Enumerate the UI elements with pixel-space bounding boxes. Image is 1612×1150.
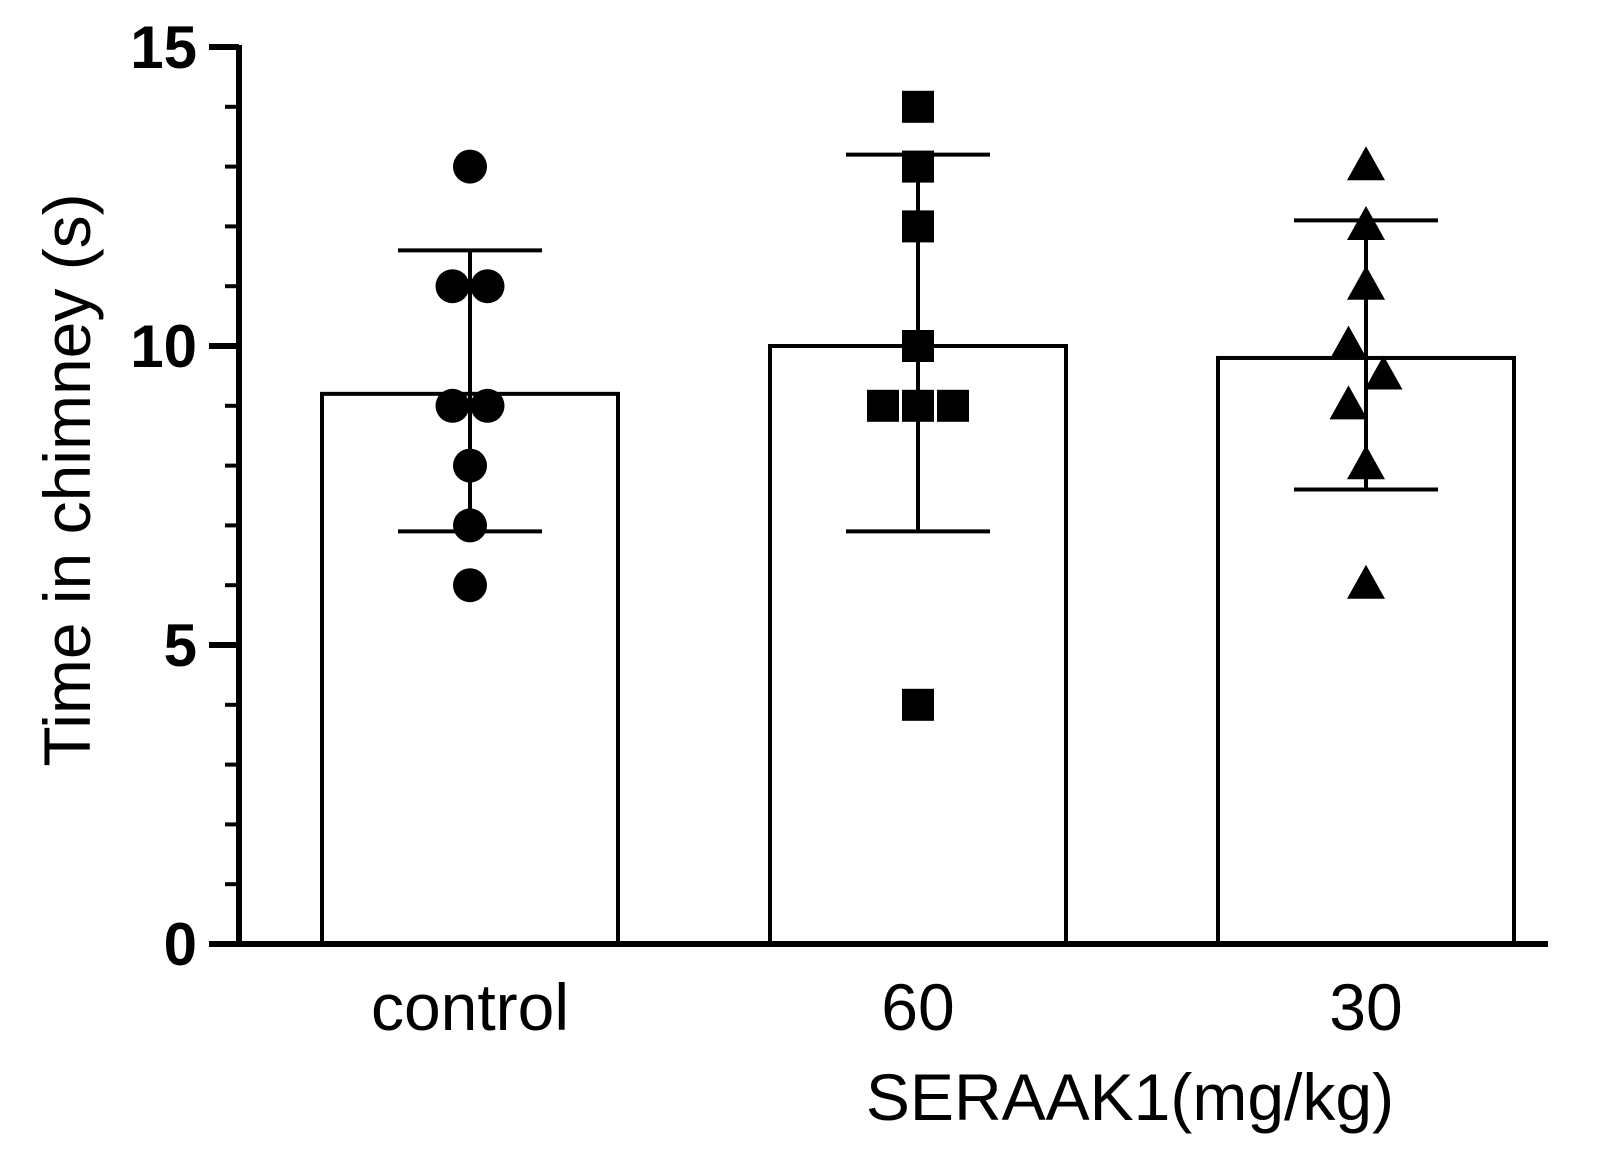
data-point-control-0 — [453, 149, 487, 184]
data-point-control-5 — [453, 448, 487, 483]
y-axis-title: Time in chimney (s) — [30, 193, 104, 766]
data-point-60-1 — [902, 150, 934, 183]
x-axis-title: SERAAK1(mg/kg) — [866, 1060, 1394, 1134]
data-point-30-7 — [1347, 564, 1385, 599]
axes-layer: 0 5 10 15 control 60 30 — [130, 14, 1548, 1044]
data-point-30-3 — [1329, 325, 1368, 360]
data-point-control-7 — [453, 568, 487, 603]
data-point-control-4 — [470, 388, 505, 423]
x-tick-label-30: 30 — [1329, 970, 1402, 1044]
data-point-30-4 — [1364, 355, 1403, 390]
data-point-30-1 — [1347, 206, 1385, 240]
data-point-30-2 — [1347, 265, 1385, 300]
data-point-60-2 — [902, 210, 934, 243]
data-point-control-6 — [453, 508, 487, 543]
data-point-60-6 — [937, 389, 969, 422]
data-point-control-1 — [435, 269, 470, 304]
data-point-30-6 — [1347, 445, 1385, 480]
points-layer — [435, 90, 1403, 721]
data-point-control-3 — [435, 388, 470, 423]
x-tick-label-60: 60 — [881, 970, 954, 1044]
data-point-60-4 — [867, 389, 899, 422]
y-tick-label-10: 10 — [130, 313, 197, 380]
data-point-30-0 — [1347, 146, 1385, 181]
data-point-60-7 — [902, 688, 934, 721]
data-point-60-0 — [902, 90, 934, 123]
data-point-60-3 — [902, 330, 934, 362]
data-point-30-5 — [1329, 385, 1368, 420]
y-tick-label-15: 15 — [130, 14, 197, 81]
y-tick-label-0: 0 — [164, 911, 197, 978]
y-tick-label-5: 5 — [164, 612, 197, 679]
data-point-control-2 — [470, 269, 505, 304]
data-point-60-5 — [902, 389, 934, 422]
x-tick-label-control: control — [371, 970, 569, 1044]
